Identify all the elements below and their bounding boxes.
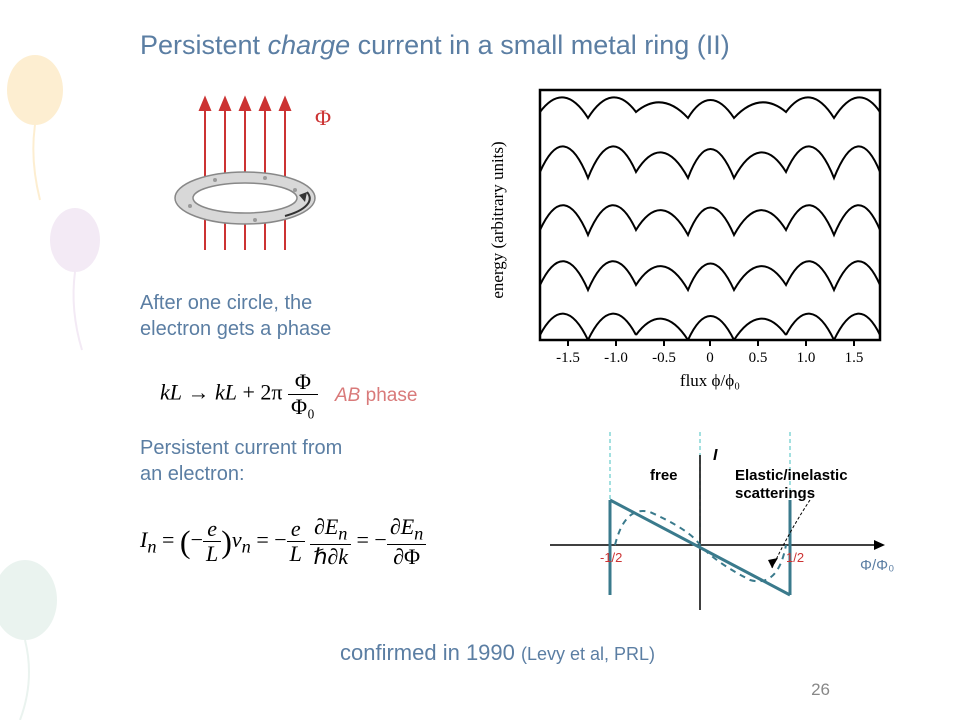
ring-svg: Φ: [150, 90, 380, 270]
confirmed-main: confirmed in 1990: [340, 640, 521, 665]
tick-pos: 1/2: [786, 550, 804, 565]
svg-text:0.5: 0.5: [749, 350, 768, 366]
confirmed-cite: (Levy et al, PRL): [521, 644, 655, 664]
formula1-num: Φ: [288, 370, 318, 395]
current-ylabel: I: [713, 447, 718, 464]
tick-neg: -1/2: [600, 550, 622, 565]
label-scatter-2: scatterings: [735, 485, 815, 502]
slide-title: Persistent charge current in a small met…: [140, 30, 910, 61]
energy-ylabel: energy (arbitrary units): [488, 141, 507, 298]
formula1-den: Φ₀: [288, 395, 318, 419]
ring-diagram: Φ: [150, 90, 420, 270]
current-text: Persistent current from an electron:: [140, 435, 400, 487]
ab-phase-label: AB phase: [335, 385, 417, 407]
svg-text:-0.5: -0.5: [652, 350, 676, 366]
current-xlabel: Φ/Φ₀: [860, 557, 894, 574]
title-prefix: Persistent: [140, 30, 268, 60]
flux-label: Φ: [315, 105, 331, 130]
slide-content: Persistent charge current in a small met…: [0, 0, 960, 720]
formula-current: In = (−eL)vn = −eL ∂Enℏ∂k = −∂En∂Φ: [140, 515, 426, 569]
title-emphasis: charge: [268, 30, 351, 60]
page-number: 26: [811, 680, 830, 700]
current-text-line1: Persistent current from: [140, 437, 342, 459]
confirmed-text: confirmed in 1990 (Levy et al, PRL): [340, 640, 655, 666]
energy-band-plot: -1.5 -1.0 -0.5 0 0.5 1.0 1.5: [485, 80, 905, 390]
title-suffix: current in a small metal ring (II): [350, 30, 730, 60]
label-free: free: [650, 467, 678, 484]
svg-text:-1.0: -1.0: [604, 350, 628, 366]
ab-rest: phase: [360, 385, 417, 406]
svg-text:0: 0: [706, 350, 714, 366]
svg-text:-1.5: -1.5: [556, 350, 580, 366]
formula-phase: kL → kL + 2π Φ Φ₀: [160, 370, 318, 419]
svg-text:1.0: 1.0: [797, 350, 816, 366]
svg-text:1.5: 1.5: [845, 350, 864, 366]
phase-text: After one circle, the electron gets a ph…: [140, 290, 400, 342]
label-scatter-1: Elastic/inelastic: [735, 467, 848, 484]
energy-xlabel: flux ϕ/ϕ₀: [680, 371, 740, 390]
phase-text-line1: After one circle, the: [140, 292, 312, 314]
ab-em: AB: [335, 385, 360, 406]
current-plot: I Φ/Φ₀ -1/2 1/2 free Elastic/inelastic s…: [490, 430, 910, 630]
current-text-line2: an electron:: [140, 463, 245, 485]
phase-text-line2: electron gets a phase: [140, 318, 331, 340]
